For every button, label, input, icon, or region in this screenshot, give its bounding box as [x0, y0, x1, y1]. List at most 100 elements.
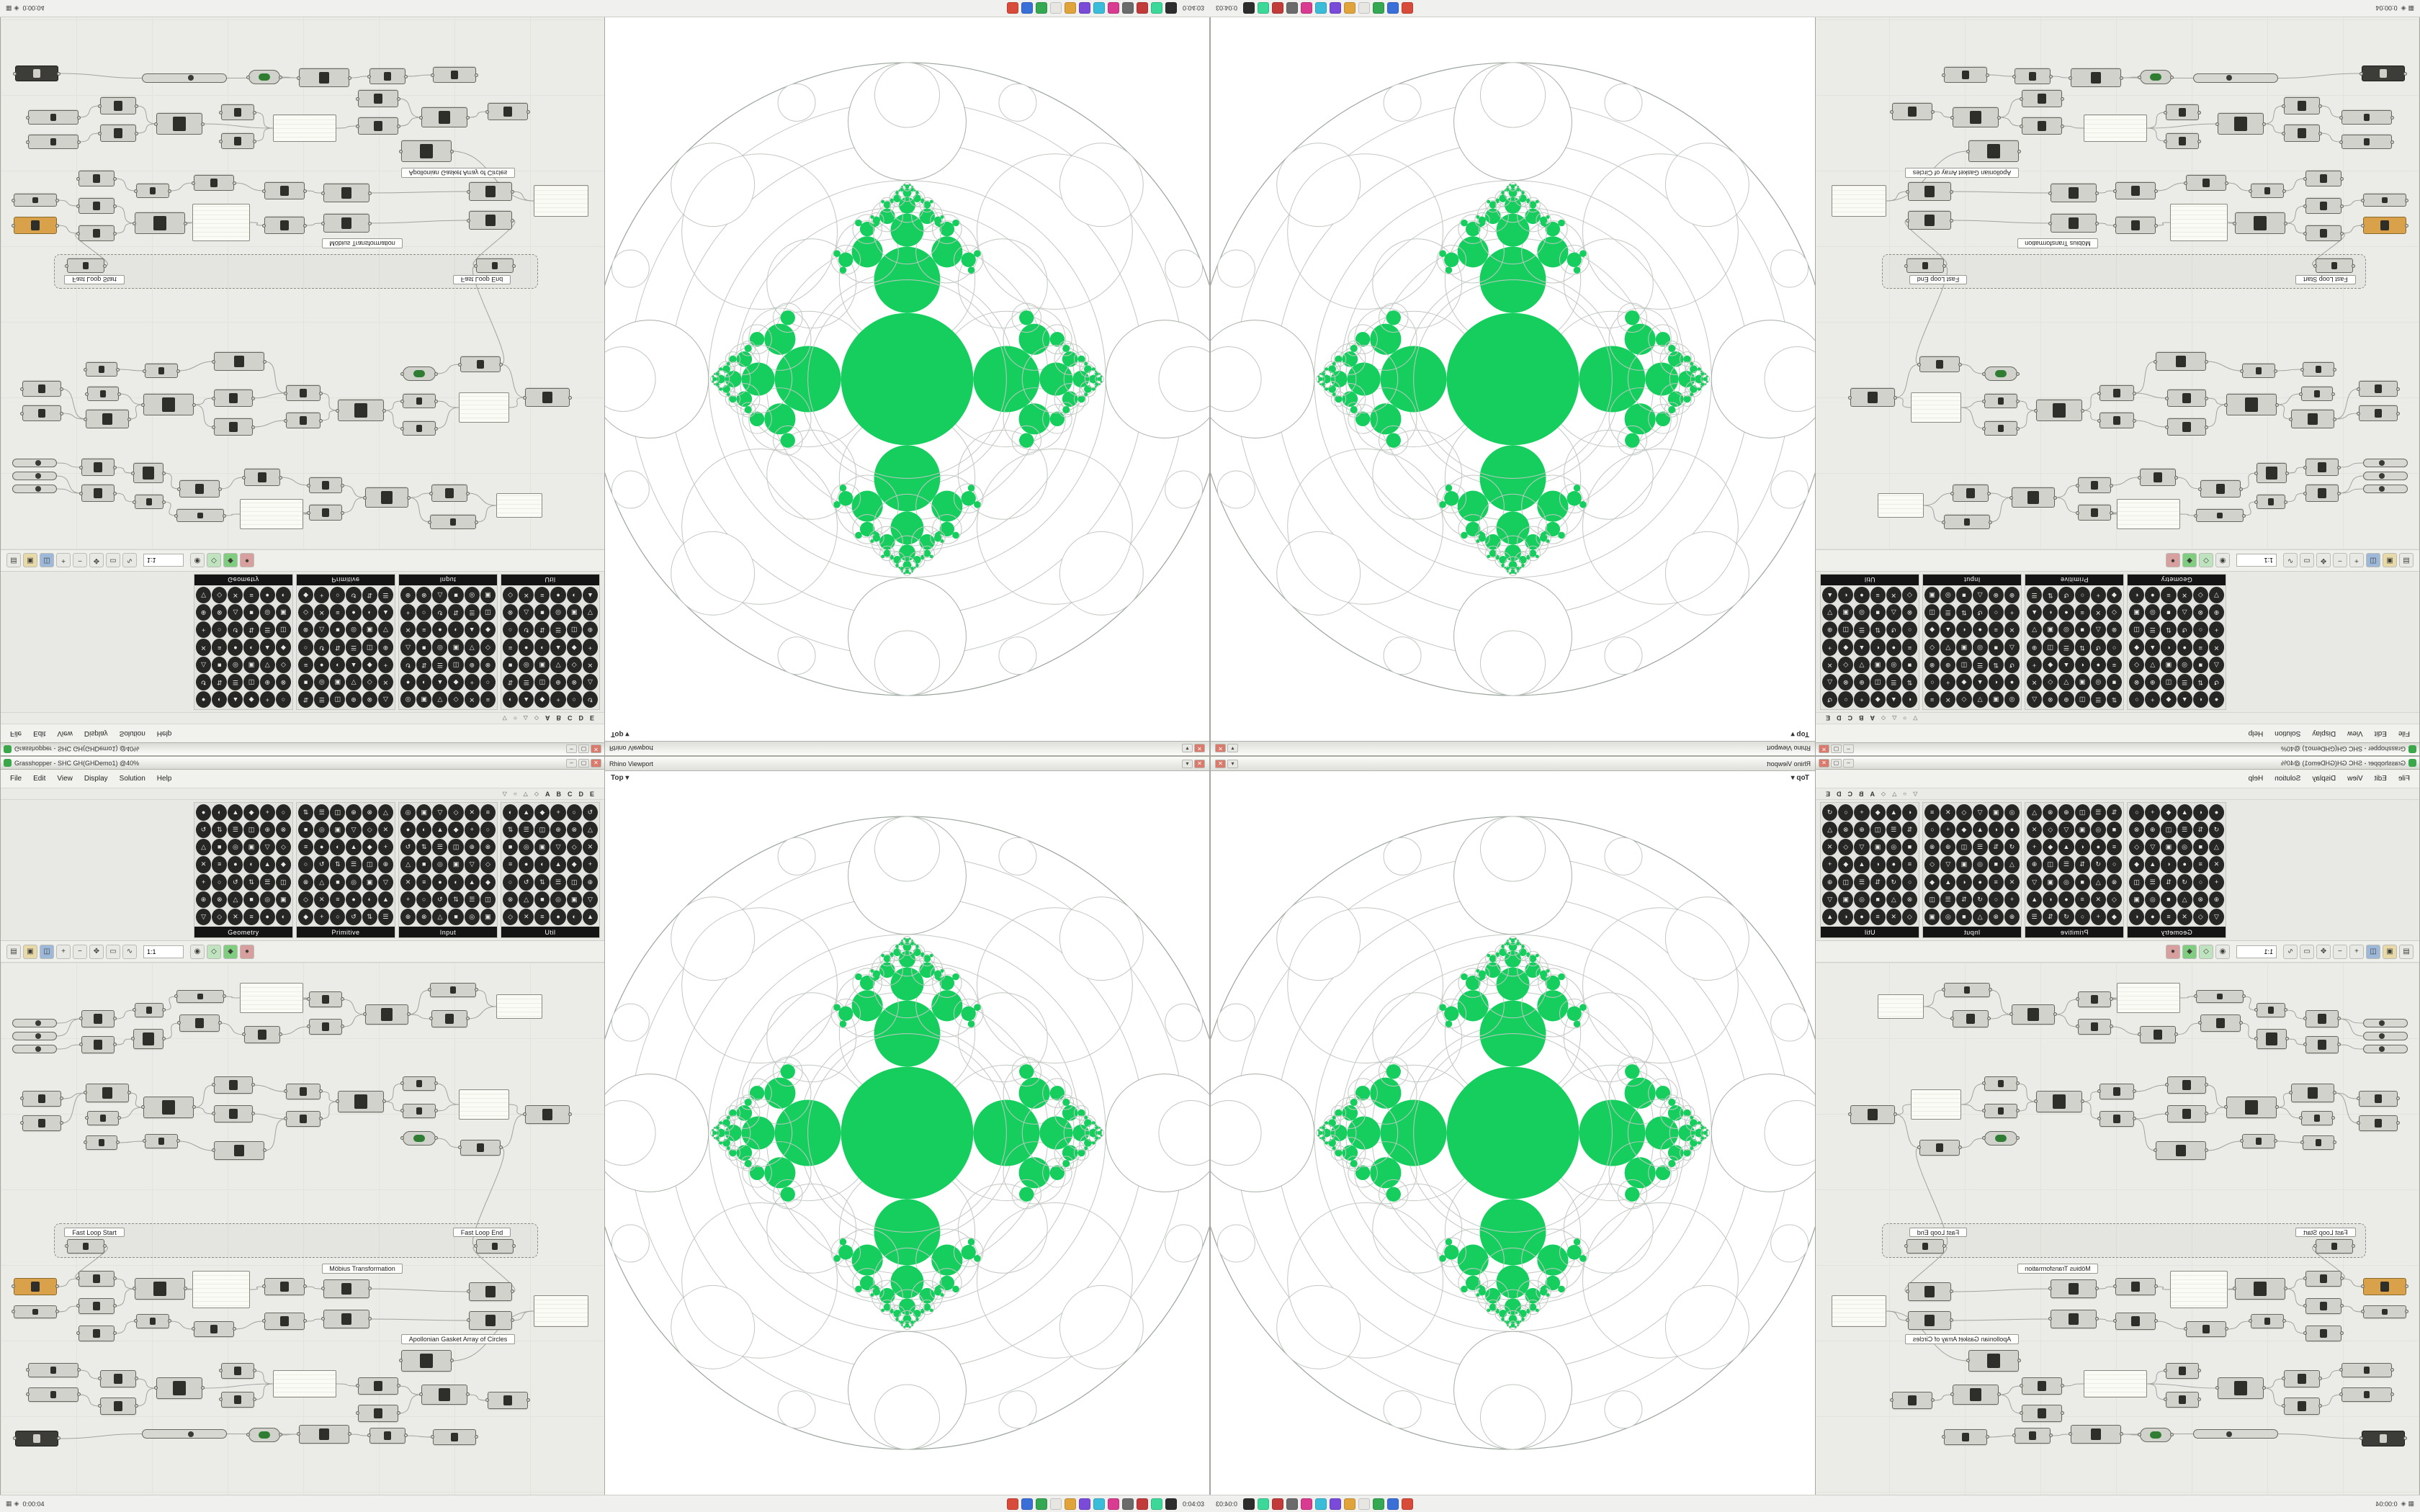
input-grip[interactable]	[212, 360, 215, 364]
component-icon[interactable]: ◐	[1838, 587, 1854, 604]
palette-shape-icon[interactable]: △	[523, 791, 528, 797]
input-grip[interactable]	[1997, 116, 2001, 120]
input-grip[interactable]	[2390, 1392, 2394, 1396]
component-icon[interactable]: ◐	[362, 604, 377, 621]
component-icon[interactable]: ↺	[314, 639, 330, 656]
component-icon[interactable]: ◫	[362, 856, 377, 873]
component-icon[interactable]: ▽	[432, 804, 448, 822]
component-node[interactable]	[321, 214, 372, 233]
preview-wireframe-icon[interactable]: ◇	[2199, 944, 2213, 959]
component-icon[interactable]: ☰	[1940, 604, 1956, 621]
viewport-close-button[interactable]: ✕	[1194, 759, 1205, 768]
output-grip[interactable]	[218, 1021, 222, 1025]
component-icon[interactable]: ◎	[314, 673, 330, 690]
output-grip[interactable]	[2048, 1287, 2052, 1290]
component-icon[interactable]: ◫	[1924, 891, 1940, 908]
component-icon[interactable]: ⇅	[298, 804, 314, 822]
palette-shape-icon[interactable]: ◇	[1881, 791, 1886, 797]
component-node[interactable]	[2339, 1363, 2394, 1377]
component-icon[interactable]: △	[1972, 908, 1988, 925]
input-grip[interactable]	[2110, 1025, 2113, 1028]
output-grip[interactable]	[1917, 363, 1921, 366]
input-grip[interactable]	[400, 1109, 404, 1112]
component-icon[interactable]: ✕	[196, 856, 212, 873]
component-icon[interactable]: +	[2145, 690, 2161, 708]
component-node[interactable]	[400, 394, 438, 408]
zoom-in-icon[interactable]: +	[56, 944, 71, 959]
taskbar-app-icon[interactable]	[1006, 1498, 1018, 1510]
component-icon[interactable]: ↺	[2177, 873, 2192, 891]
component-icon[interactable]: +	[1940, 822, 1956, 839]
output-grip[interactable]	[2034, 409, 2038, 413]
component-node[interactable]	[84, 362, 120, 377]
component-icon[interactable]: ●	[314, 839, 330, 856]
component-icon[interactable]: ◐	[2074, 656, 2090, 673]
component-node[interactable]	[523, 388, 572, 407]
component-icon[interactable]: ◐	[2161, 639, 2177, 656]
component-icon[interactable]: △	[196, 656, 212, 673]
slider-knob[interactable]	[188, 1431, 194, 1437]
input-grip[interactable]	[458, 1146, 462, 1149]
component-icon[interactable]: △	[2177, 891, 2192, 908]
output-grip[interactable]	[201, 1386, 205, 1390]
menu-item-help[interactable]: Help	[156, 729, 172, 737]
output-grip[interactable]	[2224, 403, 2228, 407]
slider-knob[interactable]	[2226, 1431, 2232, 1437]
component-icon[interactable]: ◐	[275, 587, 291, 604]
output-grip[interactable]	[55, 199, 59, 202]
component-node[interactable]	[133, 1278, 187, 1300]
input-grip[interactable]	[2340, 177, 2344, 181]
output-grip[interactable]	[382, 1099, 386, 1103]
component-icon[interactable]: ▲	[550, 639, 566, 656]
panel-node[interactable]	[2084, 114, 2147, 142]
solver-icon[interactable]: ●	[240, 553, 254, 568]
component-node[interactable]	[2113, 1278, 2158, 1295]
component-icon[interactable]: ⊗	[2043, 804, 2058, 822]
component-icon[interactable]: ▲	[2145, 856, 2161, 873]
zoom-in-icon[interactable]: +	[2349, 944, 2364, 959]
palette-tab-d[interactable]: D	[1837, 790, 1842, 798]
component-icon[interactable]: ↺	[2058, 908, 2074, 925]
viewport-canvas[interactable]: Top ▾	[1211, 771, 1815, 1495]
input-grip[interactable]	[2110, 484, 2113, 487]
panel-node[interactable]	[1878, 493, 1924, 518]
component-icon[interactable]: ◐	[534, 639, 550, 656]
slider-knob[interactable]	[35, 1033, 41, 1039]
component-icon[interactable]: ○	[566, 690, 582, 708]
component-icon[interactable]: ●	[1854, 587, 1870, 604]
output-grip[interactable]	[303, 1319, 307, 1323]
component-node[interactable]	[133, 212, 187, 234]
component-icon[interactable]: ⊕	[2145, 822, 2161, 839]
component-icon[interactable]: ☰	[1886, 822, 1901, 839]
component-icon[interactable]: ✕	[2027, 822, 2043, 839]
component-icon[interactable]: ⊗	[2106, 621, 2122, 639]
component-node[interactable]	[429, 485, 470, 502]
input-grip[interactable]	[20, 412, 24, 415]
component-icon[interactable]: ■	[330, 621, 346, 639]
output-grip[interactable]	[2198, 487, 2202, 491]
component-icon[interactable]: ○	[2129, 690, 2145, 708]
component-icon[interactable]: ◐	[2129, 587, 2145, 604]
output-grip[interactable]	[475, 988, 478, 991]
component-node[interactable]	[284, 413, 323, 428]
component-icon[interactable]: ◆	[275, 856, 291, 873]
output-grip[interactable]	[2164, 1398, 2167, 1401]
output-grip[interactable]	[2313, 1244, 2317, 1248]
output-grip[interactable]	[127, 1091, 131, 1094]
component-icon[interactable]: ⊕	[1822, 873, 1838, 891]
input-grip[interactable]	[98, 1377, 102, 1380]
output-grip[interactable]	[2113, 189, 2117, 193]
minimize-button[interactable]: –	[1843, 758, 1854, 768]
component-icon[interactable]: ☰	[519, 822, 534, 839]
menu-item-display[interactable]: Display	[84, 775, 108, 783]
input-grip[interactable]	[2262, 1386, 2266, 1390]
component-icon[interactable]: ≡	[243, 908, 259, 925]
input-grip[interactable]	[26, 116, 30, 120]
component-icon[interactable]: ▲	[1940, 873, 1956, 891]
component-icon[interactable]: ▲	[377, 891, 393, 908]
component-icon[interactable]: ◆	[1838, 639, 1854, 656]
component-icon[interactable]: ■	[416, 856, 432, 873]
component-icon[interactable]: ⊕	[2208, 891, 2224, 908]
component-icon[interactable]: ⊕	[2058, 690, 2074, 708]
input-grip[interactable]	[133, 1287, 136, 1290]
